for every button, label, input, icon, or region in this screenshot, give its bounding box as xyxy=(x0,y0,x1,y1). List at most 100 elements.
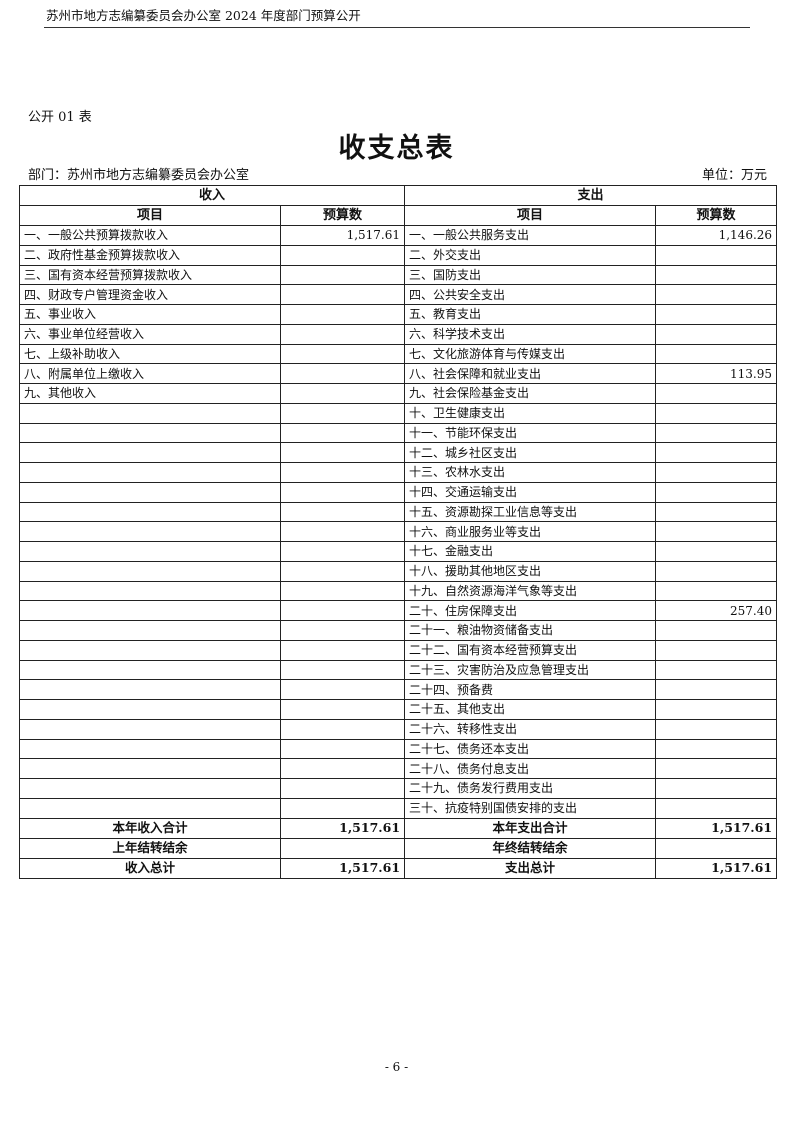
income-item xyxy=(19,422,281,444)
income-value xyxy=(279,481,406,503)
expense-item: 四、公共安全支出 xyxy=(404,284,657,305)
column-header-row: 项目 预算数 项目 预算数 xyxy=(19,205,778,226)
expense-item: 二十二、国有资本经营预算支出 xyxy=(404,639,657,661)
income-value: 1,517.61 xyxy=(279,225,406,246)
table-row: 十九、自然资源海洋气象等支出 xyxy=(19,580,778,602)
income-item xyxy=(19,481,281,503)
expense-item: 七、文化旅游体育与传媒支出 xyxy=(404,343,657,365)
income-value xyxy=(279,580,406,602)
table-row: 十六、商业服务业等支出 xyxy=(19,521,778,542)
table-row: 二十四、预备费 xyxy=(19,679,778,700)
income-item: 本年收入合计 xyxy=(19,817,281,839)
expense-value xyxy=(655,244,778,266)
income-value xyxy=(279,718,406,740)
expense-value xyxy=(655,343,778,365)
income-item xyxy=(19,560,281,582)
expense-item: 二十七、债务还本支出 xyxy=(404,738,657,760)
budget-summary-table: 收入 支出 项目 预算数 项目 预算数 一、一般公共预算拨款收入 1,517.61… xyxy=(18,185,778,879)
income-value xyxy=(279,244,406,266)
income-item: 一、一般公共预算拨款收入 xyxy=(19,225,281,246)
expense-value xyxy=(655,284,778,305)
income-value xyxy=(279,402,406,424)
table-row: 十四、交通运输支出 xyxy=(19,481,778,503)
expense-item: 二十三、灾害防治及应急管理支出 xyxy=(404,659,657,681)
expense-value xyxy=(655,501,778,523)
income-item: 收入总计 xyxy=(19,857,281,879)
table-row: 十八、援助其他地区支出 xyxy=(19,560,778,582)
income-value: 1,517.61 xyxy=(279,817,406,839)
expense-value xyxy=(655,304,778,325)
income-value xyxy=(279,264,406,286)
income-budget-header: 预算数 xyxy=(279,205,406,226)
income-value xyxy=(279,797,406,819)
table-row: 十一、节能环保支出 xyxy=(19,422,778,444)
table-row: 八、附属单位上缴收入 八、社会保障和就业支出 113.95 xyxy=(19,363,778,384)
expense-item-header: 项目 xyxy=(404,205,657,226)
expense-value xyxy=(655,758,778,779)
table-row: 十五、资源勘探工业信息等支出 xyxy=(19,501,778,523)
table-row: 十、卫生健康支出 xyxy=(19,402,778,424)
expense-item: 六、科学技术支出 xyxy=(404,323,657,345)
expense-item: 十八、援助其他地区支出 xyxy=(404,560,657,582)
income-value xyxy=(279,758,406,779)
income-item xyxy=(19,501,281,523)
income-item: 二、政府性基金预算拨款收入 xyxy=(19,244,281,266)
unit-label: 单位：万元 xyxy=(701,168,767,183)
expense-item: 十五、资源勘探工业信息等支出 xyxy=(404,501,657,523)
income-value xyxy=(279,422,406,444)
expense-item: 支出总计 xyxy=(404,857,657,879)
expense-item: 十二、城乡社区支出 xyxy=(404,442,657,463)
expense-value xyxy=(655,481,778,503)
expense-value xyxy=(655,679,778,700)
expense-header: 支出 xyxy=(404,185,778,206)
expense-value xyxy=(655,402,778,424)
table-row: 一、一般公共预算拨款收入 1,517.61 一、一般公共服务支出 1,146.26 xyxy=(19,225,778,246)
income-value xyxy=(279,442,406,463)
income-value xyxy=(279,363,406,384)
income-item xyxy=(19,541,281,562)
expense-value xyxy=(655,738,778,760)
expense-value xyxy=(655,560,778,582)
income-value xyxy=(279,541,406,562)
table-row: 五、事业收入 五、教育支出 xyxy=(19,304,778,325)
table-row: 九、其他收入 九、社会保险基金支出 xyxy=(19,383,778,404)
income-value xyxy=(279,501,406,523)
section-header-row: 收入 支出 xyxy=(18,185,778,206)
expense-value xyxy=(655,639,778,661)
income-value xyxy=(279,600,406,621)
income-header: 收入 xyxy=(18,185,406,206)
expense-item: 二十一、粮油物资储备支出 xyxy=(404,620,657,641)
income-item xyxy=(19,639,281,661)
expense-value: 257.40 xyxy=(655,600,778,621)
income-value xyxy=(279,383,406,404)
expense-item: 五、教育支出 xyxy=(404,304,657,325)
expense-item: 二十四、预备费 xyxy=(404,679,657,700)
expense-item: 十一、节能环保支出 xyxy=(404,422,657,444)
expense-item: 十七、金融支出 xyxy=(404,541,657,562)
expense-item: 十九、自然资源海洋气象等支出 xyxy=(404,580,657,602)
total-row: 上年结转结余 年终结转结余 xyxy=(19,837,778,859)
total-row: 本年收入合计 1,517.61 本年支出合计 1,517.61 xyxy=(19,817,778,839)
income-value xyxy=(279,323,406,345)
income-item xyxy=(19,718,281,740)
table-row: 七、上级补助收入 七、文化旅游体育与传媒支出 xyxy=(19,343,778,365)
expense-value xyxy=(655,264,778,286)
expense-item: 九、社会保险基金支出 xyxy=(404,383,657,404)
expense-item: 十四、交通运输支出 xyxy=(404,481,657,503)
income-item: 三、国有资本经营预算拨款收入 xyxy=(19,264,281,286)
expense-value: 1,517.61 xyxy=(655,857,778,879)
expense-value xyxy=(655,837,778,859)
income-item xyxy=(19,402,281,424)
income-item: 五、事业收入 xyxy=(19,304,281,325)
income-value xyxy=(279,620,406,641)
expense-item: 二十八、债务付息支出 xyxy=(404,758,657,779)
expense-value xyxy=(655,422,778,444)
expense-value xyxy=(655,541,778,562)
table-row: 十三、农林水支出 xyxy=(19,462,778,483)
table-row: 二十三、灾害防治及应急管理支出 xyxy=(19,659,778,681)
income-value xyxy=(279,462,406,483)
income-value xyxy=(279,560,406,582)
table-row: 十七、金融支出 xyxy=(19,541,778,562)
expense-item: 本年支出合计 xyxy=(404,817,657,839)
income-value xyxy=(279,778,406,799)
